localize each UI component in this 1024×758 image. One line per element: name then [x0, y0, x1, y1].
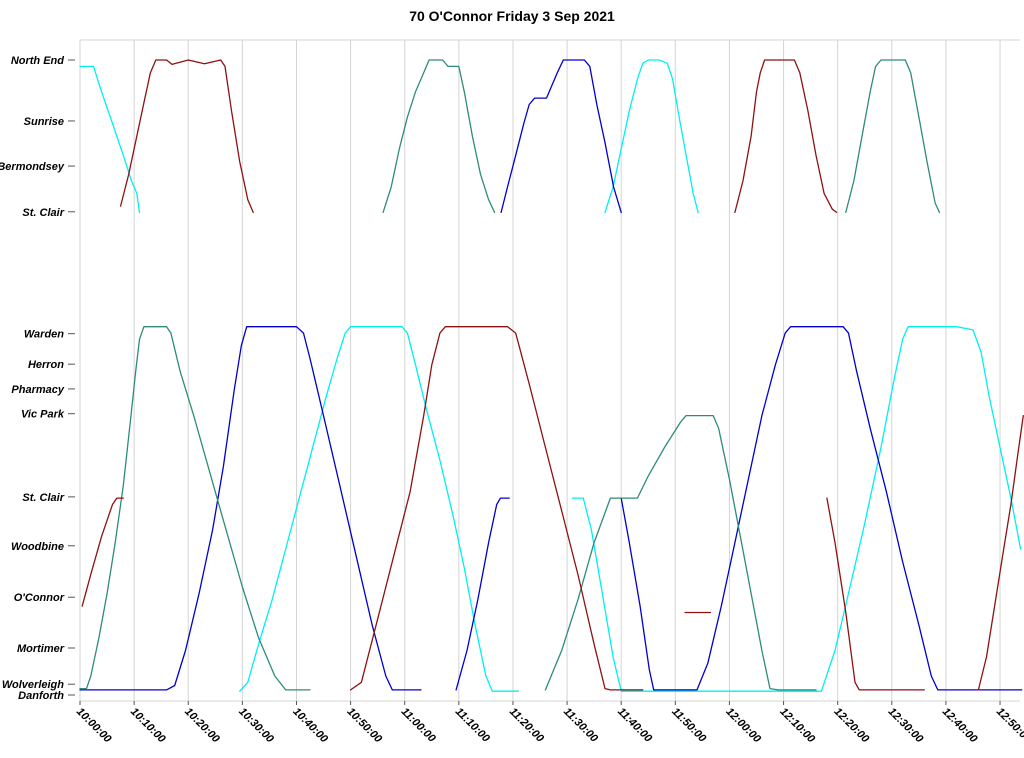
trajectory-teal — [382, 59, 496, 214]
x-tick-label: 12:30:00 — [886, 706, 926, 746]
y-stop-label: Pharmacy — [11, 384, 64, 396]
x-tick-label: 10:30:00 — [236, 706, 276, 746]
y-stop-label: Sunrise — [24, 116, 64, 128]
trajectory-blue — [79, 326, 422, 691]
x-tick-label: 11:30:00 — [561, 706, 601, 746]
x-tick-label: 11:40:00 — [615, 706, 655, 746]
trajectory-teal — [845, 59, 941, 214]
y-stop-label: North End — [11, 55, 64, 67]
x-tick-label: 12:40:00 — [940, 706, 980, 746]
trajectory-dark-red — [349, 326, 644, 691]
trajectory-cyan — [604, 59, 699, 214]
trajectory-dark-red — [977, 414, 1024, 691]
trajectory-blue — [500, 59, 622, 214]
y-stop-label: Bermondsey — [0, 161, 65, 173]
x-tick-label: 12:50:00 — [994, 706, 1024, 746]
trajectory-blue — [455, 497, 510, 691]
x-tick-label: 10:40:00 — [290, 706, 330, 746]
y-stop-label: Herron — [28, 359, 64, 371]
y-stop-label: St. Clair — [22, 492, 64, 504]
x-tick-label: 10:50:00 — [344, 706, 384, 746]
x-tick-label: 11:20:00 — [507, 706, 547, 746]
y-stop-label: Woodbine — [11, 541, 64, 553]
trajectory-teal — [544, 414, 817, 691]
chart-title: 70 O'Connor Friday 3 Sep 2021 — [409, 8, 615, 24]
x-tick-label: 10:10:00 — [128, 706, 168, 746]
x-tick-label: 11:50:00 — [669, 706, 709, 746]
trajectory-dark-red — [734, 59, 838, 214]
y-stop-label: Warden — [24, 329, 64, 341]
x-tick-label: 12:00:00 — [723, 706, 763, 746]
x-tick-label: 10:00:00 — [74, 706, 114, 746]
x-tick-label: 12:20:00 — [832, 706, 872, 746]
trajectory-cyan — [239, 326, 520, 692]
trajectory-dark-red — [826, 497, 925, 691]
x-tick-label: 11:10:00 — [453, 706, 493, 746]
y-stop-label: Wolverleigh — [2, 679, 64, 691]
y-stop-label: Vic Park — [21, 409, 65, 421]
x-tick-label: 11:00:00 — [399, 706, 439, 746]
y-stop-label: St. Clair — [22, 207, 64, 219]
trajectory-dark-red — [119, 59, 254, 214]
y-stop-label: O'Connor — [14, 592, 65, 604]
trajectory-cyan — [79, 65, 141, 214]
trajectory-cyan — [571, 326, 1022, 692]
x-tick-label: 12:10:00 — [777, 706, 817, 746]
y-stop-label: Mortimer — [17, 643, 65, 655]
trajectory-teal — [79, 326, 311, 691]
x-tick-label: 10:20:00 — [182, 706, 222, 746]
trajectory-blue — [620, 326, 1023, 691]
trajectory-dark-red — [81, 497, 124, 607]
y-stop-label: Danforth — [18, 690, 64, 702]
